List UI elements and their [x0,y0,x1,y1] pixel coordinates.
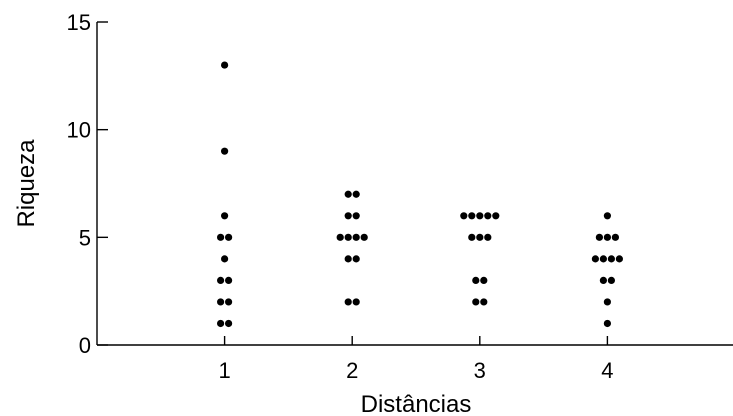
data-point [221,255,229,263]
y-tick-label: 10 [67,118,91,143]
data-point [476,233,484,241]
data-point [217,319,225,328]
data-points [217,61,624,328]
y-axis-title: Riqueza [13,139,40,228]
data-point [344,212,352,220]
data-point [492,212,500,220]
x-tick-label: 1 [218,358,230,383]
x-axis-title: Distâncias [361,391,472,416]
axes [96,22,733,346]
data-point [225,276,233,284]
data-point [476,212,484,220]
data-point [599,255,608,263]
data-point [607,276,616,284]
data-point [221,61,229,69]
data-point [603,298,612,306]
data-point [484,212,492,220]
data-point [217,298,225,306]
data-point [352,190,360,198]
data-point [603,212,612,220]
y-tick-label: 15 [67,10,91,35]
data-point [480,298,488,306]
data-point [360,233,368,241]
data-point [460,212,468,220]
data-point [472,298,480,306]
data-point [221,212,229,220]
data-point [217,233,225,241]
data-point [217,276,225,284]
data-point [603,233,612,241]
x-tick-label: 2 [346,358,358,383]
data-point [344,233,352,241]
data-point [344,190,352,198]
data-point [468,233,476,241]
data-point [599,276,608,284]
data-point [352,212,360,220]
data-point [336,233,344,241]
y-ticks: 0 5 10 15 [67,10,108,358]
x-tick-label: 4 [601,358,613,383]
data-point [352,298,360,306]
data-point [221,147,229,155]
data-point [595,233,604,241]
data-point [225,233,233,241]
data-point [344,298,352,306]
data-point [603,319,612,328]
y-tick-label: 5 [79,225,91,250]
data-point [472,276,480,284]
data-point [352,255,360,263]
data-point [615,255,624,263]
data-point [225,319,233,328]
data-point [591,255,600,263]
data-point [480,276,488,284]
data-point [484,233,492,241]
data-point [607,255,616,263]
x-ticks: 1 2 3 4 [218,336,614,383]
x-tick-label: 3 [474,358,486,383]
y-tick-label: 0 [79,333,91,358]
data-point [344,255,352,263]
data-point [611,233,620,241]
data-point [468,212,476,220]
data-point [352,233,360,241]
data-point [225,298,233,306]
